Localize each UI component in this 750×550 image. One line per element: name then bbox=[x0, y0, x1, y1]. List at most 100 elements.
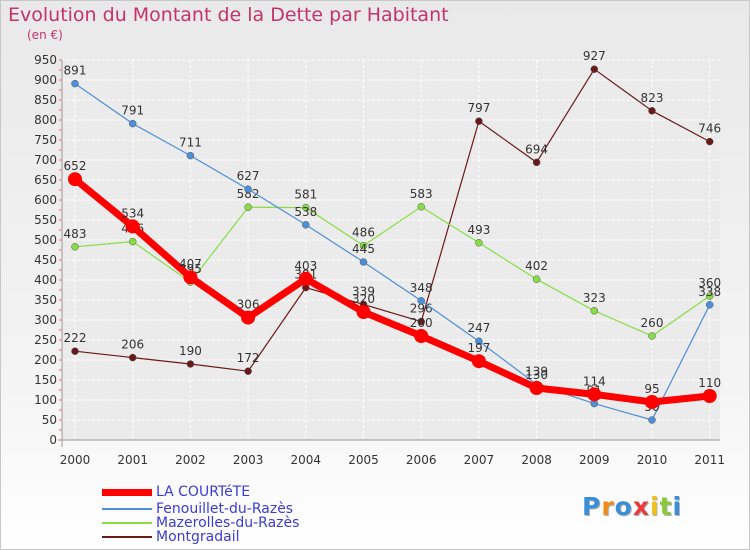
data-label-mazerolles: 486 bbox=[352, 226, 375, 240]
data-label-montgradail: 190 bbox=[179, 344, 202, 358]
data-point-fenouillet bbox=[359, 258, 368, 266]
data-point-fenouillet bbox=[302, 221, 310, 229]
y-tick-label: 400 bbox=[34, 273, 57, 287]
data-label-montgradail: 222 bbox=[64, 331, 87, 345]
data-point-montgradail bbox=[705, 137, 714, 146]
y-tick-label: 700 bbox=[34, 153, 57, 167]
y-tick-label: 350 bbox=[34, 293, 57, 307]
data-label-fenouillet: 538 bbox=[294, 205, 317, 219]
x-tick-label: 2000 bbox=[60, 453, 91, 467]
data-label-montgradail: 206 bbox=[121, 338, 144, 352]
data-label-mazerolles: 581 bbox=[294, 188, 317, 202]
data-label-mazerolles: 323 bbox=[583, 291, 606, 305]
data-label-la-courtete: 260 bbox=[410, 316, 433, 330]
x-tick-label: 2005 bbox=[348, 453, 379, 467]
y-tick-label: 800 bbox=[34, 113, 57, 127]
x-tick-label: 2011 bbox=[694, 453, 725, 467]
y-tick-label: 550 bbox=[34, 213, 57, 227]
logo-letter: i bbox=[650, 492, 660, 521]
y-tick-label: 650 bbox=[34, 173, 57, 187]
data-point-montgradail bbox=[417, 317, 425, 326]
x-tick-label: 2002 bbox=[175, 453, 206, 467]
legend-swatch-la-courtete bbox=[102, 488, 152, 496]
y-tick-label: 750 bbox=[34, 133, 57, 147]
data-label-fenouillet: 348 bbox=[410, 281, 433, 295]
data-point-mazerolles bbox=[244, 203, 252, 211]
data-point-fenouillet bbox=[128, 119, 137, 128]
data-label-mazerolles: 360 bbox=[698, 276, 721, 290]
data-label-la-courtete: 407 bbox=[179, 257, 202, 271]
data-label-fenouillet: 445 bbox=[352, 242, 375, 256]
data-label-fenouillet: 891 bbox=[64, 64, 87, 78]
data-point-fenouillet bbox=[186, 151, 195, 160]
data-label-la-courtete: 114 bbox=[583, 374, 606, 388]
data-label-la-courtete: 306 bbox=[237, 298, 260, 312]
y-tick-label: 850 bbox=[34, 93, 57, 107]
y-tick-label: 900 bbox=[34, 73, 57, 87]
data-point-montgradail bbox=[128, 353, 137, 362]
legend-swatch-montgradail bbox=[102, 536, 152, 538]
x-tick-label: 2008 bbox=[521, 453, 552, 467]
legend-swatch-mazerolles bbox=[102, 522, 152, 524]
data-point-la-courtete bbox=[68, 172, 82, 187]
data-point-fenouillet bbox=[71, 79, 79, 88]
data-point-montgradail bbox=[590, 65, 599, 73]
y-tick-label: 250 bbox=[34, 333, 57, 347]
data-point-la-courtete bbox=[241, 310, 256, 325]
series-line-mazerolles bbox=[74, 206, 711, 337]
y-tick-label: 50 bbox=[42, 413, 57, 427]
data-point-mazerolles bbox=[705, 292, 714, 300]
x-tick-label: 2010 bbox=[637, 453, 668, 467]
logo-letter: r bbox=[601, 492, 615, 521]
data-point-fenouillet bbox=[244, 185, 252, 193]
data-point-la-courtete bbox=[587, 387, 602, 402]
x-tick-label: 2001 bbox=[117, 453, 148, 467]
x-tick-label: 2009 bbox=[579, 453, 610, 467]
legend-item-mazerolles: Mazerolles-du-Razès bbox=[102, 515, 299, 531]
data-point-la-courtete bbox=[125, 219, 140, 234]
logo-letter: o bbox=[614, 492, 633, 521]
data-point-fenouillet bbox=[648, 416, 656, 424]
y-tick-label: 150 bbox=[34, 373, 57, 387]
logo-letter: x bbox=[632, 492, 650, 521]
data-point-la-courtete bbox=[645, 395, 659, 409]
data-label-la-courtete: 403 bbox=[294, 259, 317, 273]
legend-label-la-courtete: LA COURTéTE bbox=[156, 484, 251, 500]
data-point-la-courtete bbox=[529, 381, 544, 395]
x-tick-label: 2004 bbox=[291, 453, 322, 467]
data-point-mazerolles bbox=[359, 241, 368, 250]
data-point-montgradail bbox=[648, 107, 656, 115]
x-tick-label: 2007 bbox=[464, 453, 495, 467]
series-line-fenouillet bbox=[74, 83, 711, 421]
data-label-la-courtete: 110 bbox=[698, 376, 721, 390]
legend-item-montgradail: Montgradail bbox=[102, 529, 239, 545]
data-label-la-courtete: 197 bbox=[467, 341, 490, 355]
data-point-mazerolles bbox=[302, 203, 310, 212]
data-point-mazerolles bbox=[475, 239, 483, 247]
data-label-montgradail: 339 bbox=[352, 284, 375, 298]
y-tick-label: 200 bbox=[34, 353, 57, 367]
chart-title: Evolution du Montant de la Dette par Hab… bbox=[8, 4, 449, 26]
proxiti-logo: Proxiti bbox=[582, 492, 682, 521]
data-point-mazerolles bbox=[590, 307, 599, 315]
data-label-la-courtete: 320 bbox=[352, 292, 375, 306]
data-label-mazerolles: 583 bbox=[410, 187, 433, 201]
logo-letter: i bbox=[672, 492, 683, 521]
data-point-la-courtete bbox=[471, 354, 486, 369]
data-label-mazerolles: 483 bbox=[64, 227, 87, 241]
y-tick-label: 500 bbox=[34, 233, 57, 247]
data-label-mazerolles: 402 bbox=[525, 259, 548, 273]
data-point-la-courtete bbox=[414, 329, 429, 343]
data-point-mazerolles bbox=[532, 275, 541, 283]
data-label-fenouillet: 791 bbox=[121, 104, 144, 118]
legend-label-fenouillet: Fenouillet-du-Razès bbox=[156, 501, 294, 517]
y-tick-label: 600 bbox=[34, 193, 57, 207]
legend-label-montgradail: Montgradail bbox=[156, 529, 240, 545]
data-label-montgradail: 172 bbox=[237, 351, 260, 365]
data-label-la-courtete: 95 bbox=[644, 382, 659, 396]
data-label-montgradail: 927 bbox=[583, 49, 606, 63]
data-point-fenouillet bbox=[417, 297, 425, 305]
data-label-montgradail: 694 bbox=[525, 142, 548, 156]
data-label-fenouillet: 139 bbox=[525, 364, 548, 378]
